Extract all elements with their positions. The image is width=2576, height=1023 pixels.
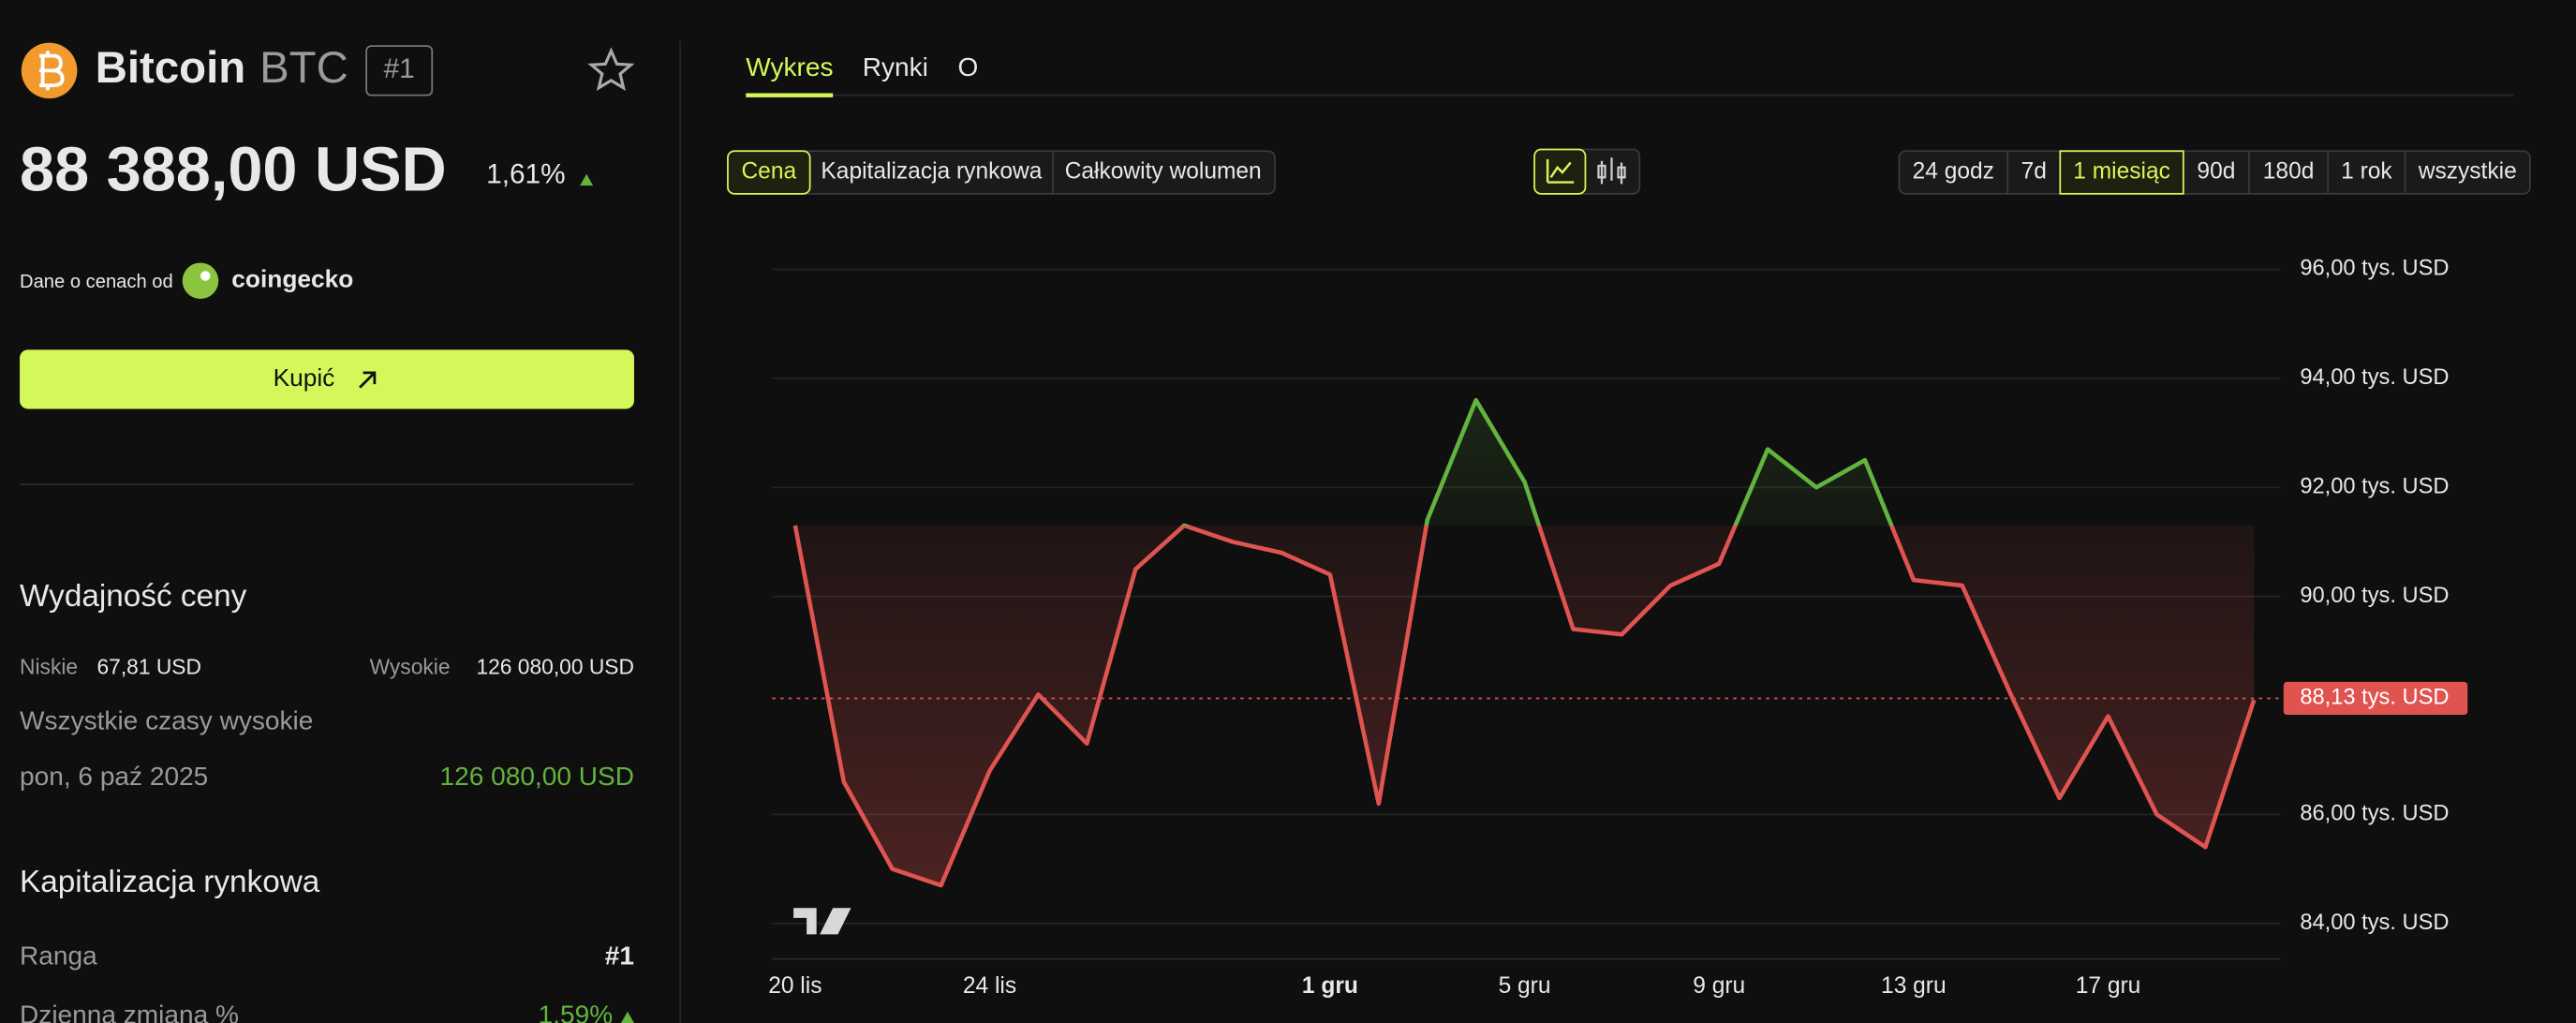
daily-label: Dzienna zmiana % [20,1000,239,1023]
buy-button[interactable] [20,349,634,409]
source-name: coingecko [231,265,353,293]
range-button[interactable]: wszystkie [2418,159,2517,185]
range-group: 24 godz 7d 1 miesiąc 90d 180d 1 rok wszystkie [1898,150,2531,195]
coin-glyph [39,51,65,91]
high-value: 126 080,00 USD [476,654,634,678]
up-arrow [620,1011,634,1023]
y-tick-label: 94,00 tys. USD [2300,365,2449,390]
tradingview-logo [793,908,851,935]
section-title: Wydajność ceny [20,579,247,614]
x-tick-label: 17 gru [2076,973,2141,999]
line-chart-button[interactable] [1533,148,1587,195]
coin-name: Bitcoin [96,43,245,93]
x-tick-label: 5 gru [1499,973,1551,999]
high-label: Wysokie [370,654,451,678]
buy-label: Kupić [274,363,335,392]
ath-value: 126 080,00 USD [440,762,634,791]
candle-icon[interactable] [1597,157,1626,185]
range-button[interactable]: 1 miesiąc [2073,159,2170,185]
x-tick-label: 9 gru [1693,973,1745,999]
metric-button[interactable]: Cena [741,159,796,185]
metric-button[interactable]: Całkowity wolumen [1065,159,1262,185]
range-button[interactable]: 90d [2197,159,2235,185]
range-button[interactable]: 24 godz [1913,159,1994,185]
section-title: Kapitalizacja rynkowa [20,865,320,899]
y-tick-label: 86,00 tys. USD [2300,802,2449,826]
up-arrow [580,173,594,186]
chart: 96,00 tys. USD 94,00 tys. USD 92,00 tys. U… [768,257,2468,999]
y-tick-label: 92,00 tys. USD [2300,474,2449,498]
x-tick-label: 1 gru [1302,973,1358,999]
buy-arrow [359,371,377,389]
rank-badge-box [365,45,434,96]
favorite-star[interactable] [587,47,635,92]
metric-button-active[interactable] [727,150,811,195]
range-button[interactable]: 1 rok [2341,159,2392,185]
coin-symbol: BTC [259,43,348,93]
low-label: Niskie [20,654,78,678]
rank-value: #1 [605,941,634,970]
rank-badge: #1 [384,53,415,84]
tab[interactable]: Wykres [746,52,833,82]
y-tick-label: 84,00 tys. USD [2300,911,2449,935]
price-change: 1,61% [486,158,566,189]
range-box [1898,150,2531,195]
tab[interactable]: O [957,52,978,82]
coingecko-eye [200,271,211,281]
ath-date: pon, 6 paź 2025 [20,762,208,791]
line-icon [1546,159,1575,184]
price: 88 388,00 USD [20,135,447,204]
coingecko-logo [182,262,219,300]
y-tick-label: 90,00 tys. USD [2300,584,2449,608]
metric-button[interactable]: Kapitalizacja rynkowa [821,159,1042,185]
source-label: Dane o cenach od [20,272,173,292]
range-button[interactable]: 180d [2263,159,2315,185]
tab[interactable]: Rynki [863,52,928,82]
range-button[interactable]: 7d [2021,159,2047,185]
price-line [792,397,2257,888]
daily-value: 1,59% [539,1000,614,1023]
rank-label: Ranga [20,941,97,970]
low-value: 67,81 USD [96,654,200,678]
x-tick-label: 20 lis [768,973,822,999]
x-tick-label: 13 gru [1881,973,1947,999]
range-active[interactable] [2059,150,2184,195]
x-tick-label: 24 lis [963,973,1016,999]
current-price-label: 88,13 tys. USD [2300,686,2449,710]
current-price-tag [2283,681,2468,715]
ath-label: Wszystkie czasy wysokie [20,706,313,735]
y-tick-label: 96,00 tys. USD [2300,257,2449,281]
